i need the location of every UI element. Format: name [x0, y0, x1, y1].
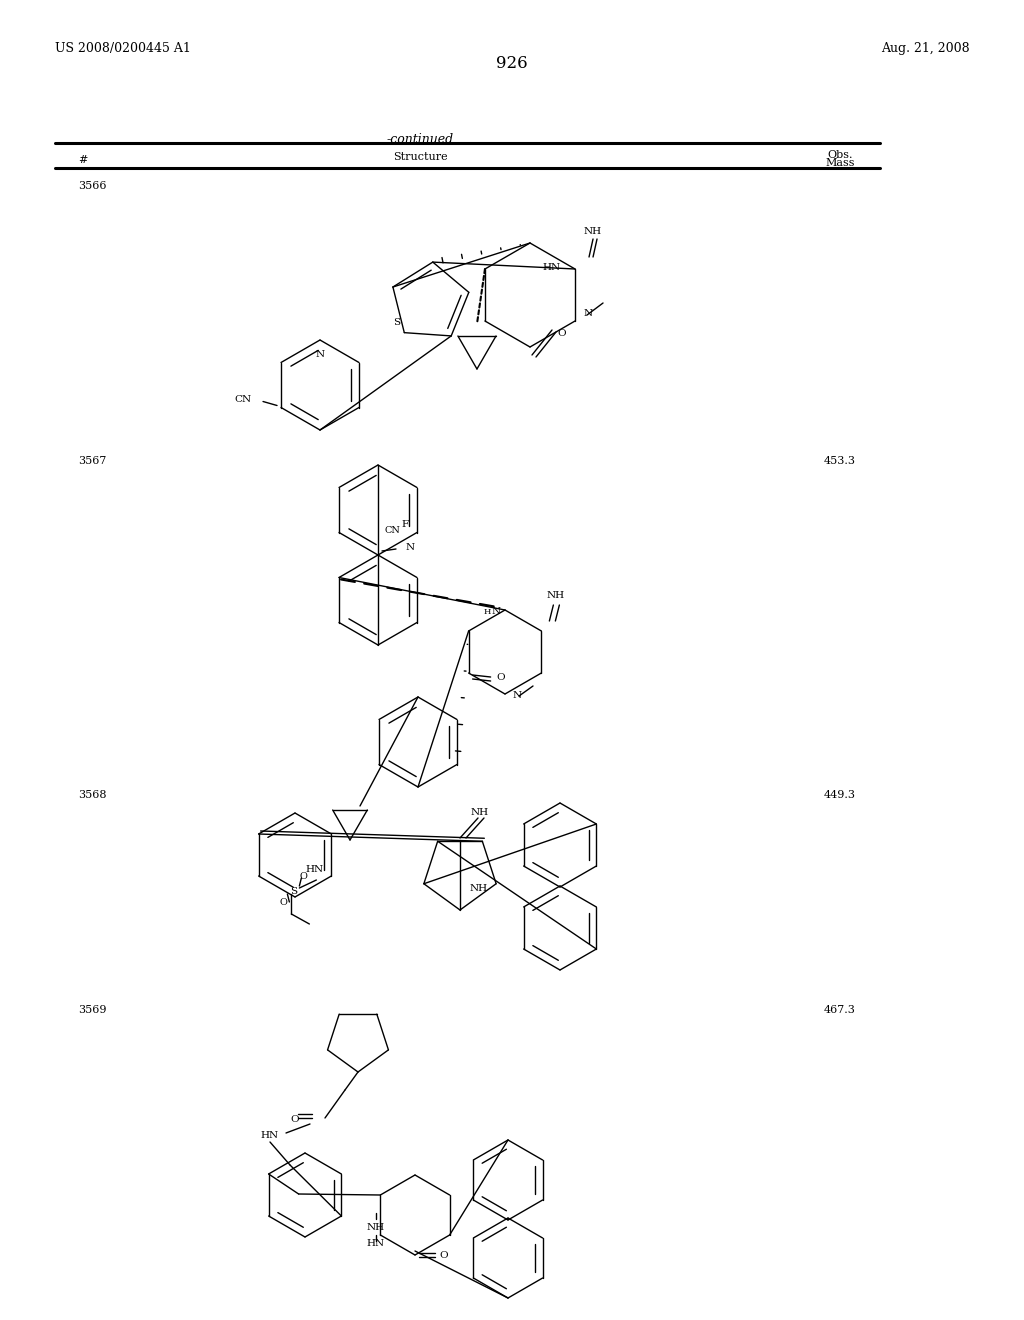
Text: S: S: [393, 318, 399, 327]
Text: Obs.: Obs.: [827, 150, 853, 160]
Text: 3568: 3568: [78, 789, 106, 800]
Text: HN: HN: [367, 1239, 384, 1247]
Text: 467.3: 467.3: [824, 1005, 856, 1015]
Text: HN: HN: [261, 1130, 280, 1139]
Text: O: O: [280, 898, 288, 907]
Text: N: N: [315, 350, 325, 359]
Text: N: N: [583, 309, 592, 318]
Text: CN: CN: [233, 395, 251, 404]
Text: NH: NH: [471, 808, 489, 817]
Text: 926: 926: [497, 55, 527, 73]
Text: -continued: -continued: [386, 133, 454, 147]
Text: HN: HN: [543, 263, 561, 272]
Text: 3566: 3566: [78, 181, 106, 191]
Text: 3569: 3569: [78, 1005, 106, 1015]
Text: H: H: [483, 609, 490, 616]
Text: Aug. 21, 2008: Aug. 21, 2008: [882, 42, 970, 55]
Text: #: #: [78, 154, 87, 165]
Text: F: F: [401, 520, 409, 529]
Text: NH: NH: [584, 227, 602, 235]
Text: 449.3: 449.3: [824, 789, 856, 800]
Text: NH: NH: [470, 884, 488, 894]
Text: N: N: [513, 692, 522, 701]
Text: HN: HN: [305, 866, 324, 874]
Text: O: O: [439, 1250, 447, 1259]
Text: O: O: [497, 673, 505, 682]
Text: S: S: [290, 887, 297, 895]
Text: N: N: [492, 607, 501, 616]
Text: Structure: Structure: [392, 152, 447, 162]
Text: NH: NH: [367, 1224, 384, 1232]
Text: O: O: [299, 873, 307, 880]
Text: Mass: Mass: [825, 158, 855, 168]
Text: N: N: [406, 543, 415, 552]
Text: O: O: [557, 330, 565, 338]
Text: 453.3: 453.3: [824, 455, 856, 466]
Text: NH: NH: [547, 591, 564, 601]
Text: O: O: [291, 1115, 299, 1125]
Text: 3567: 3567: [78, 455, 106, 466]
Text: US 2008/0200445 A1: US 2008/0200445 A1: [55, 42, 190, 55]
Text: CN: CN: [384, 525, 400, 535]
